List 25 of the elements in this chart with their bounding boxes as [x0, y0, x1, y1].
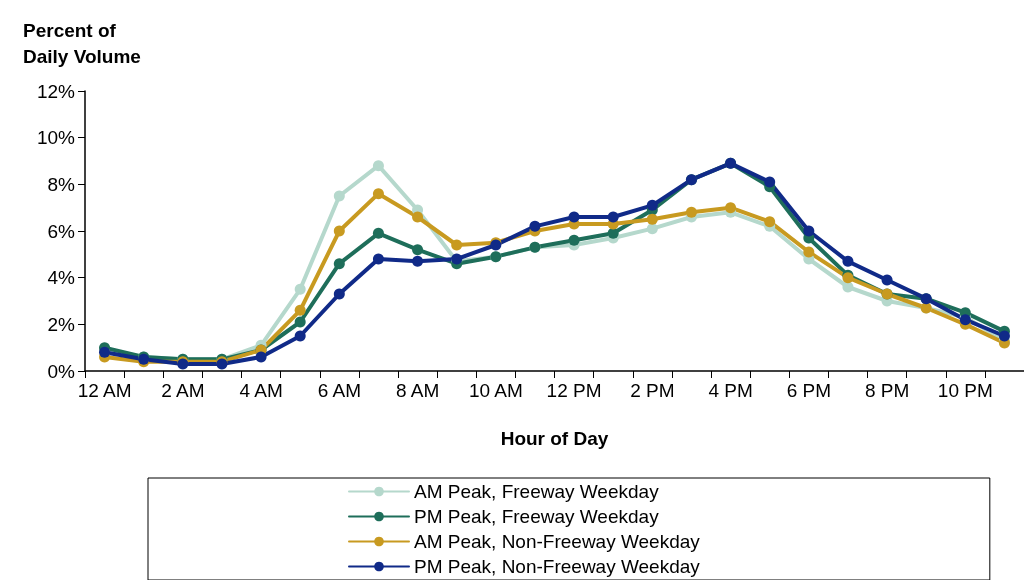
- x-tick-label: 4 AM: [239, 380, 283, 401]
- x-tick-label: 4 PM: [708, 380, 753, 401]
- x-tick-label: 12 AM: [77, 380, 132, 401]
- y-tick-label: 6%: [47, 220, 76, 242]
- x-tick-label: 2 PM: [630, 380, 675, 401]
- x-tick-label: 6 AM: [317, 380, 361, 401]
- x-tick-label: 8 AM: [395, 380, 440, 401]
- y-tick-label: 8%: [47, 173, 76, 195]
- x-axis-title: Hour of Day: [500, 428, 609, 449]
- y-tick-label: 2%: [47, 313, 76, 335]
- x-tick-label: 6 PM: [786, 380, 831, 401]
- y-tick-label: 0%: [47, 360, 76, 382]
- y-axis-title: Percent of Daily Volume: [23, 19, 141, 67]
- legend-label: AM Peak, Non-Freeway Weekday: [414, 531, 701, 552]
- legend-label: PM Peak, Freeway Weekday: [414, 506, 660, 527]
- legend-label: PM Peak, Non-Freeway Weekday: [414, 556, 701, 577]
- x-tick-label: 10 PM: [937, 380, 993, 401]
- x-tick-label: 12 PM: [546, 380, 602, 401]
- y-tick-label: 10%: [36, 127, 76, 149]
- legend-label: AM Peak, Freeway Weekday: [414, 481, 660, 502]
- y-tick-label: 12%: [36, 80, 76, 102]
- x-tick-label: 2 AM: [161, 380, 205, 401]
- y-tick-label: 4%: [47, 267, 76, 289]
- x-tick-label: 10 AM: [468, 380, 523, 401]
- x-tick-label: 8 PM: [864, 380, 910, 401]
